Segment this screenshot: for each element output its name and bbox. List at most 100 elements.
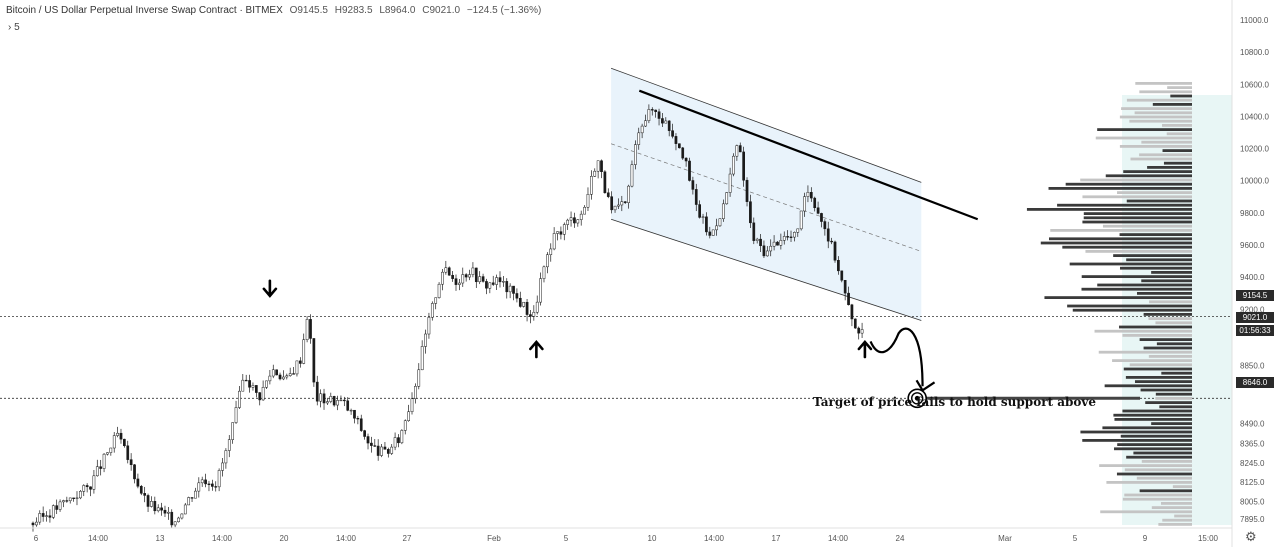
candle — [843, 280, 847, 301]
volume-profile-bar — [1151, 422, 1192, 425]
candle-body — [302, 339, 306, 364]
symbol-title[interactable]: Bitcoin / US Dollar Perpetual Inverse Sw… — [6, 5, 283, 16]
volume-profile-bar — [1085, 250, 1192, 253]
candle-body — [708, 231, 712, 236]
candle — [728, 167, 732, 197]
candle — [650, 107, 654, 116]
volume-profile-bar — [1082, 439, 1192, 442]
volume-profile-bar — [1174, 514, 1192, 518]
candle-body — [823, 221, 827, 230]
candle — [451, 270, 454, 282]
candle — [89, 486, 92, 497]
candle-body — [271, 369, 275, 377]
candle — [603, 170, 607, 194]
candle — [204, 473, 207, 488]
candle-body — [769, 245, 773, 252]
candle — [112, 431, 116, 453]
candle-body — [481, 276, 485, 282]
candle-body — [508, 285, 512, 293]
candle-body — [427, 317, 431, 335]
candle-body — [282, 376, 285, 380]
candle-body — [569, 217, 573, 221]
time-tick-label: 9 — [1143, 534, 1148, 543]
candle-body — [265, 380, 268, 388]
candle — [393, 432, 397, 451]
gear-icon[interactable]: ⚙ — [1245, 529, 1257, 544]
candle — [45, 511, 48, 522]
candle — [288, 367, 292, 377]
volume-profile-bar — [1167, 86, 1192, 89]
volume-profile-bar — [1082, 220, 1192, 224]
candle-body — [275, 369, 278, 376]
interval-row[interactable]: › 5 — [8, 22, 20, 33]
candle-body — [322, 393, 326, 404]
candle-body — [752, 222, 756, 241]
candle — [661, 112, 664, 127]
price-tick-label: 9400.0 — [1240, 273, 1265, 282]
volume-profile-bar — [1044, 296, 1192, 299]
candle — [671, 123, 674, 139]
volume-profile-bar — [1026, 208, 1192, 211]
candle — [248, 374, 251, 393]
volume-profile-bar — [1145, 401, 1192, 404]
arrow-up-icon — [529, 339, 544, 359]
candle-body — [623, 201, 627, 203]
candle — [298, 357, 302, 368]
channel-upper-line — [610, 67, 922, 183]
volume-profile-bar — [1094, 329, 1192, 333]
candle — [840, 270, 844, 283]
candle-body — [370, 442, 373, 446]
candle-body — [833, 241, 837, 261]
candle-body — [119, 432, 123, 440]
volume-profile-bar — [1102, 426, 1192, 430]
candle-body — [742, 151, 745, 181]
candle-body — [380, 446, 383, 456]
volume-profile-bar — [1126, 258, 1192, 262]
volume-profile-bar — [1069, 262, 1192, 266]
volume-profile-bar — [1140, 388, 1192, 392]
volume-profile-bar — [1050, 229, 1192, 232]
candle-body — [684, 157, 688, 162]
volume-profile-bar — [1097, 283, 1192, 287]
candle — [485, 278, 488, 295]
candle — [454, 274, 458, 291]
volume-profile-bar — [1141, 279, 1192, 283]
volume-profile-bar — [1081, 275, 1192, 278]
arrow-shape — [857, 339, 873, 359]
candle-body — [123, 438, 126, 447]
collapse-icon[interactable]: › — [8, 22, 12, 33]
candle-body — [562, 224, 566, 235]
candle-body — [715, 225, 718, 231]
candle-body — [786, 236, 789, 238]
candle-body — [109, 447, 113, 453]
candle — [755, 237, 759, 244]
candle — [123, 438, 126, 448]
volume-profile-bar — [1119, 115, 1192, 119]
candle — [238, 385, 241, 410]
volume-profile-bar — [1139, 153, 1192, 157]
candle-body — [549, 248, 553, 255]
volume-profile-bar — [1113, 413, 1192, 417]
candle-body — [55, 505, 59, 510]
candle-body — [485, 281, 488, 289]
projection-curve — [869, 327, 924, 387]
candle — [224, 448, 228, 469]
volume-profile-bar — [1097, 128, 1192, 131]
candle — [765, 246, 769, 257]
candle-body — [721, 203, 725, 219]
candle — [102, 453, 106, 473]
candle-body — [830, 240, 833, 243]
volume-profile-bar — [1065, 182, 1192, 186]
volume-profile-bar — [1152, 103, 1192, 106]
candle — [285, 373, 289, 380]
candle — [491, 275, 495, 286]
candle — [826, 221, 830, 249]
arrow-shape — [529, 339, 544, 359]
candle-body — [515, 293, 519, 299]
candle — [705, 212, 708, 236]
candle-body — [444, 267, 448, 273]
volume-profile-bar — [1125, 376, 1192, 379]
low-value: L8964.0 — [379, 5, 416, 16]
